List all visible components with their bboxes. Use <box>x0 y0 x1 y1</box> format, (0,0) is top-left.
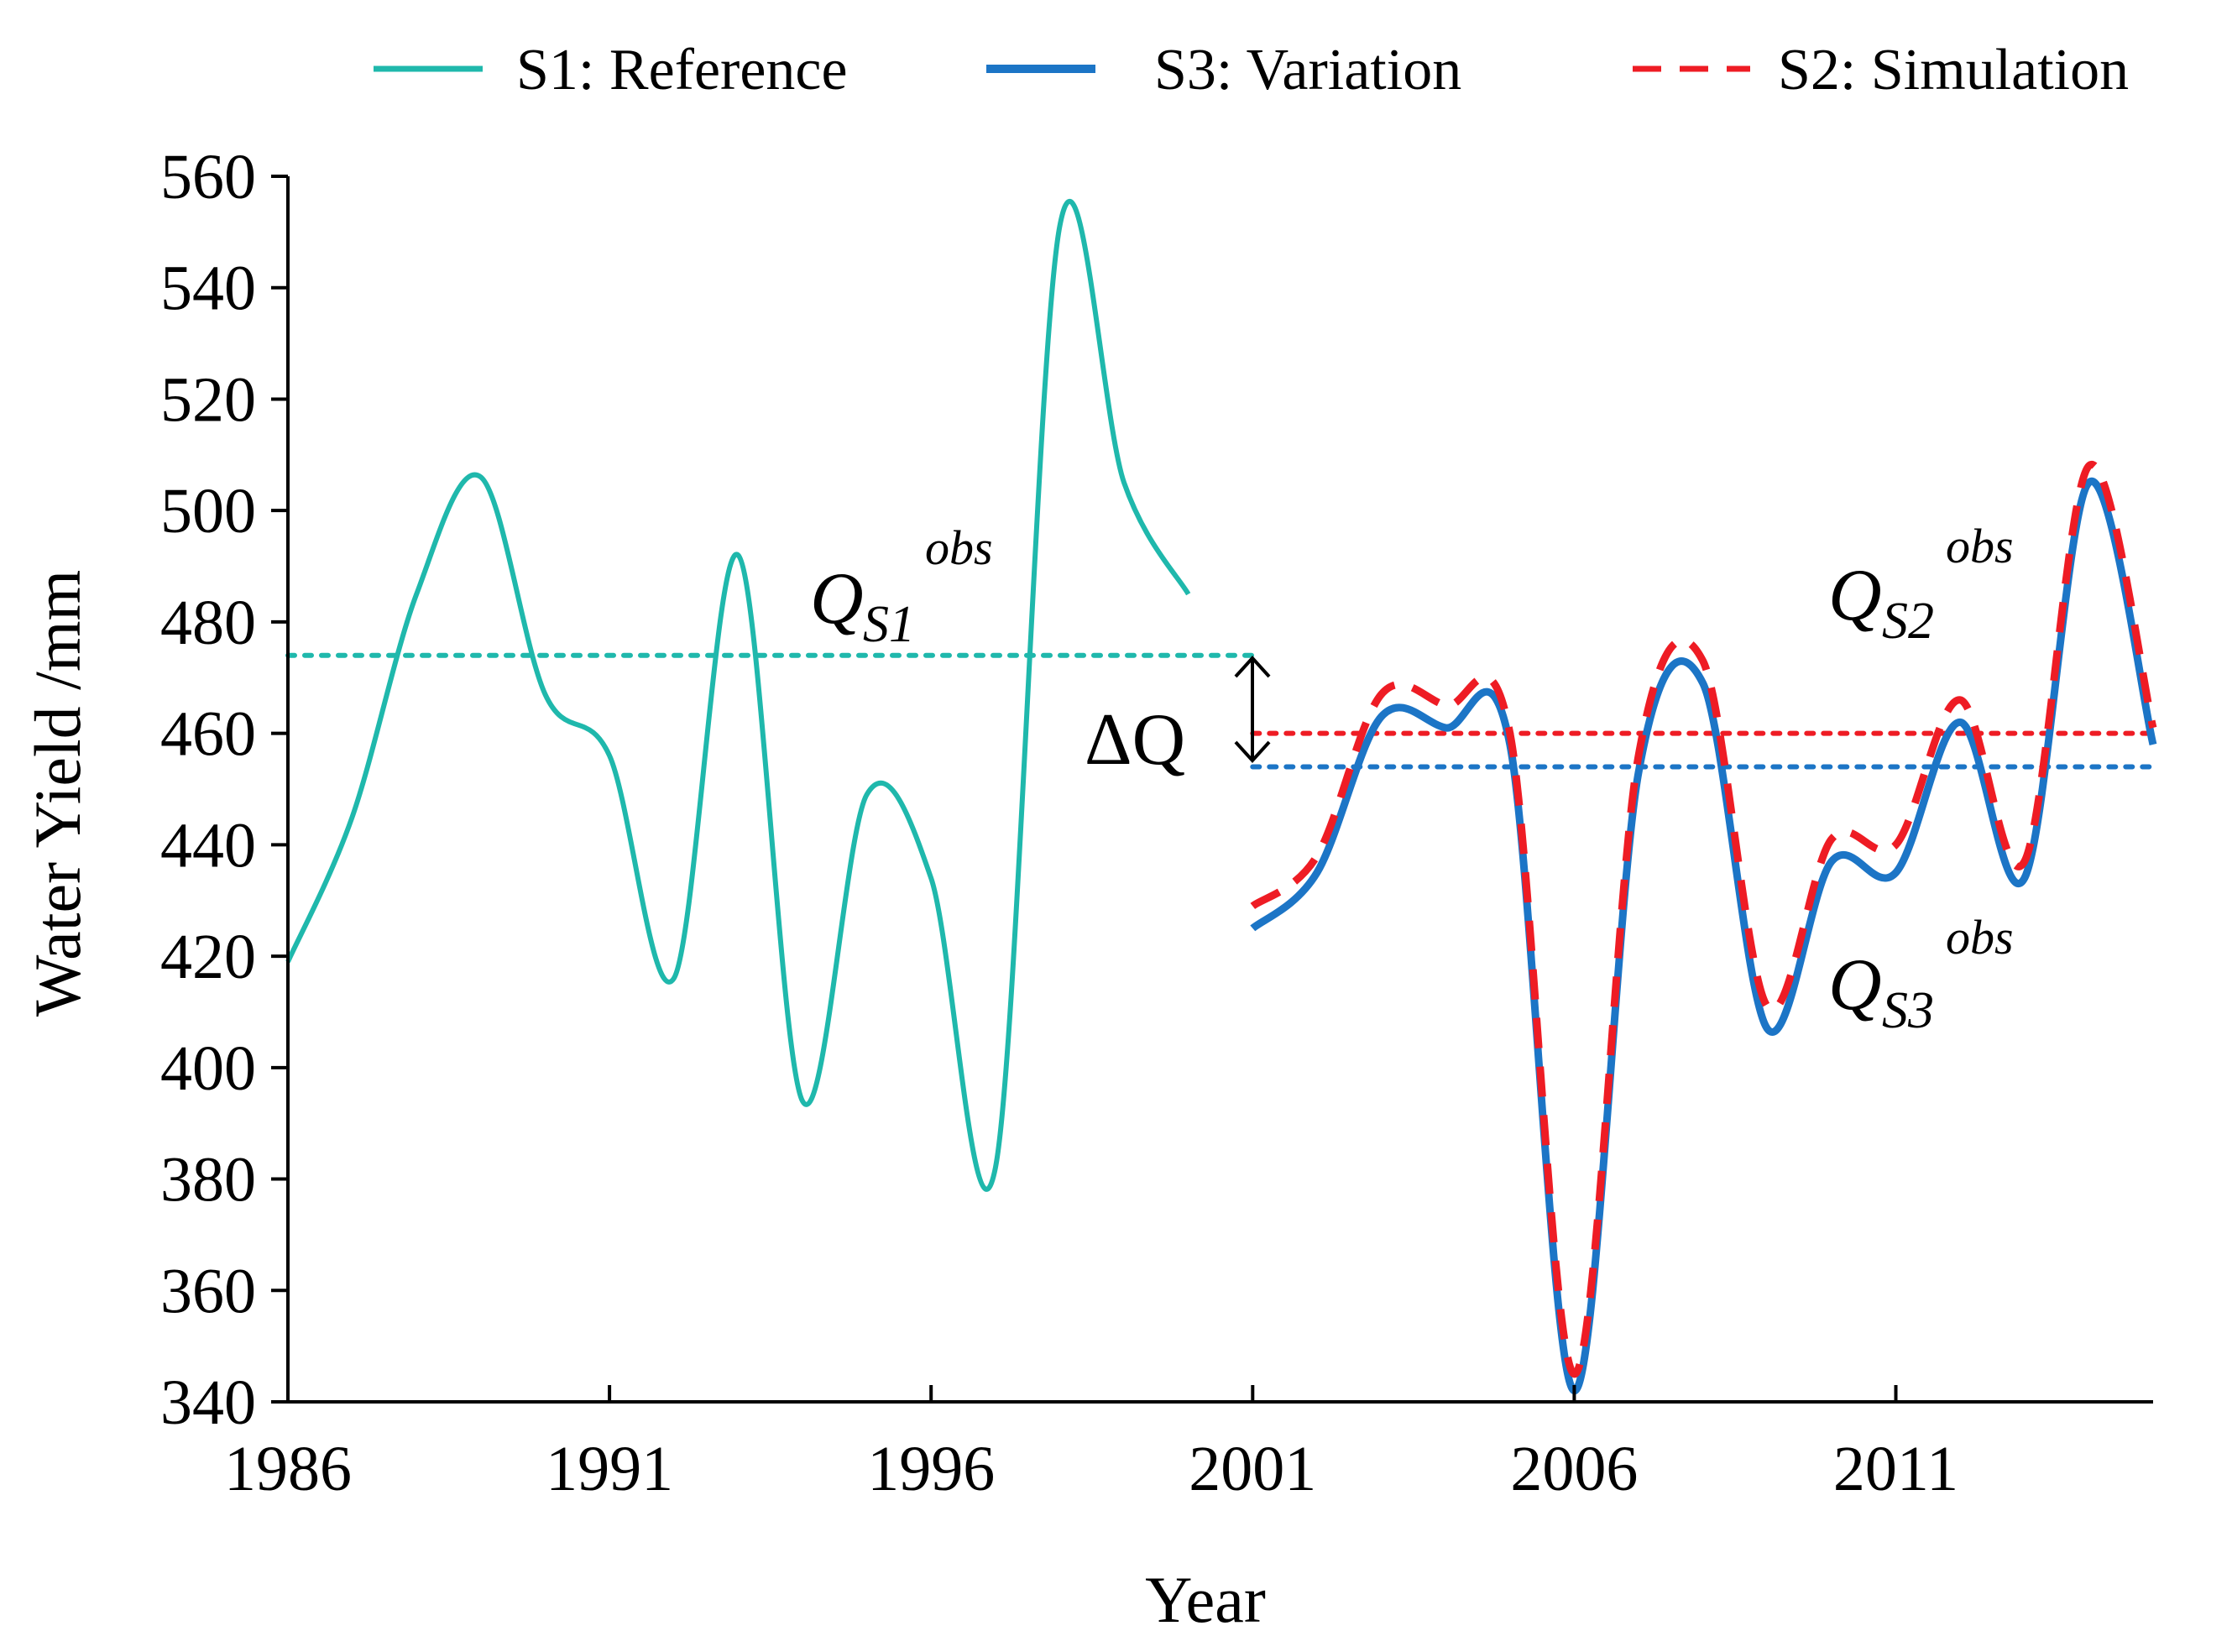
legend-label-s1: S1: Reference <box>516 38 848 102</box>
data-point-s3 <box>2087 481 2090 484</box>
annotation-qs1-sub: S1 <box>863 596 915 653</box>
annotation-qs3: Q S3 obs <box>1828 910 2014 1039</box>
delta-q-label: ΔQ <box>1085 699 1185 781</box>
data-point-s2 <box>2087 464 2090 468</box>
data-point-s3 <box>1895 871 1898 875</box>
legend-label-s3: S3: Variation <box>1154 38 1461 102</box>
delta-q-arrowhead-down <box>1234 740 1271 763</box>
data-point-s3 <box>2151 743 2155 746</box>
y-tick-label: 340 <box>160 1367 256 1438</box>
axes <box>271 175 2153 1404</box>
y-tick-label: 520 <box>160 364 256 435</box>
data-point-s1 <box>479 475 483 478</box>
annotation-qs2-main: Q <box>1828 555 1882 636</box>
data-point-s1 <box>736 553 740 557</box>
data-point-s2 <box>1830 838 1833 841</box>
x-tick-label: 2006 <box>1510 1434 1638 1504</box>
y-tick-label: 440 <box>160 810 256 881</box>
annotation-qs3-main: Q <box>1828 944 1882 1026</box>
data-point-s3 <box>1958 720 1962 724</box>
series-layer <box>285 198 2157 1395</box>
y-tick-label: 540 <box>160 254 256 324</box>
data-point-s2 <box>1508 732 1512 735</box>
series-line-s1 <box>285 198 1191 1192</box>
reference-lines <box>285 652 2156 770</box>
data-point-s1 <box>543 693 546 696</box>
data-point-s2 <box>1765 1005 1769 1008</box>
data-point-s3 <box>1380 715 1383 719</box>
annotation-qs1: Q S1 obs <box>810 520 993 653</box>
x-tick-label: 1996 <box>867 1434 995 1504</box>
y-tick-label: 420 <box>160 922 256 992</box>
data-point-s1 <box>351 815 354 818</box>
y-tick-label: 480 <box>160 588 256 658</box>
data-point-s1 <box>994 1166 997 1169</box>
x-tick-label: 1991 <box>546 1434 673 1504</box>
annotation-qs3-sup: obs <box>1946 910 2014 965</box>
data-point-s2 <box>1895 843 1898 846</box>
data-point-s2 <box>1251 904 1254 907</box>
data-point-s1 <box>415 593 418 596</box>
x-tick-label: 1986 <box>224 1434 352 1504</box>
annotation-qs2-sup: obs <box>1946 519 2014 573</box>
data-point-s2 <box>1637 754 1640 757</box>
data-point-s2 <box>1958 698 1962 702</box>
data-point-s2 <box>2151 726 2155 729</box>
annotation-qs2: Q S2 obs <box>1828 519 2014 650</box>
data-point-s1 <box>1058 225 1061 228</box>
y-tick-label: 360 <box>160 1256 256 1326</box>
data-point-s1 <box>608 754 611 757</box>
delta-q-arrowhead-up <box>1234 656 1271 678</box>
data-point-s3 <box>1637 771 1640 774</box>
data-point-s2 <box>2023 860 2026 863</box>
data-point-s1 <box>672 977 676 980</box>
legend: S1: Reference S3: Variation S2: Simulati… <box>374 38 2129 102</box>
series-line-s2 <box>1250 460 2157 1378</box>
delta-q-annotation: ΔQ <box>1085 656 1271 781</box>
y-axis-title: Water Yield /mm <box>21 570 94 1017</box>
data-point-s2 <box>1444 703 1447 707</box>
y-tick-label: 560 <box>160 142 256 212</box>
data-point-s3 <box>2023 876 2026 880</box>
x-tick-label: 2011 <box>1833 1434 1958 1504</box>
y-tick-label: 500 <box>160 476 256 546</box>
series-line-s3 <box>1250 477 2157 1395</box>
data-point-s2 <box>1315 855 1319 858</box>
data-point-s3 <box>1765 1027 1769 1030</box>
data-point-s3 <box>1251 927 1254 930</box>
y-tick-label: 460 <box>160 699 256 770</box>
tick-labels: 340 360 380 400 420 440 460 480 500 520 540 560 1986… <box>160 142 1958 1504</box>
data-point-s2 <box>1572 1372 1576 1376</box>
y-tick-label: 380 <box>160 1145 256 1215</box>
data-point-s1 <box>1122 481 1126 484</box>
annotation-qs1-main: Q <box>810 558 864 640</box>
x-axis-title: Year <box>1145 1563 1266 1636</box>
annotation-qs2-sub: S2 <box>1882 593 1934 650</box>
data-point-s3 <box>1830 860 1833 863</box>
annotation-qs1-sup: obs <box>925 520 993 575</box>
annotation-qs3-sub: S3 <box>1882 982 1934 1039</box>
y-tick-label: 400 <box>160 1033 256 1104</box>
data-point-s3 <box>1444 726 1447 729</box>
data-point-s1 <box>865 793 869 797</box>
data-point-s3 <box>1315 871 1319 875</box>
data-point-s3 <box>1701 682 1705 685</box>
data-point-s2 <box>1380 693 1383 696</box>
legend-label-s2: S2: Simulation <box>1778 38 2129 102</box>
data-point-s1 <box>1187 593 1190 596</box>
data-point-s1 <box>929 876 933 880</box>
data-point-s2 <box>1701 659 1705 662</box>
x-tick-label: 2001 <box>1189 1434 1316 1504</box>
data-point-s1 <box>801 1100 804 1103</box>
